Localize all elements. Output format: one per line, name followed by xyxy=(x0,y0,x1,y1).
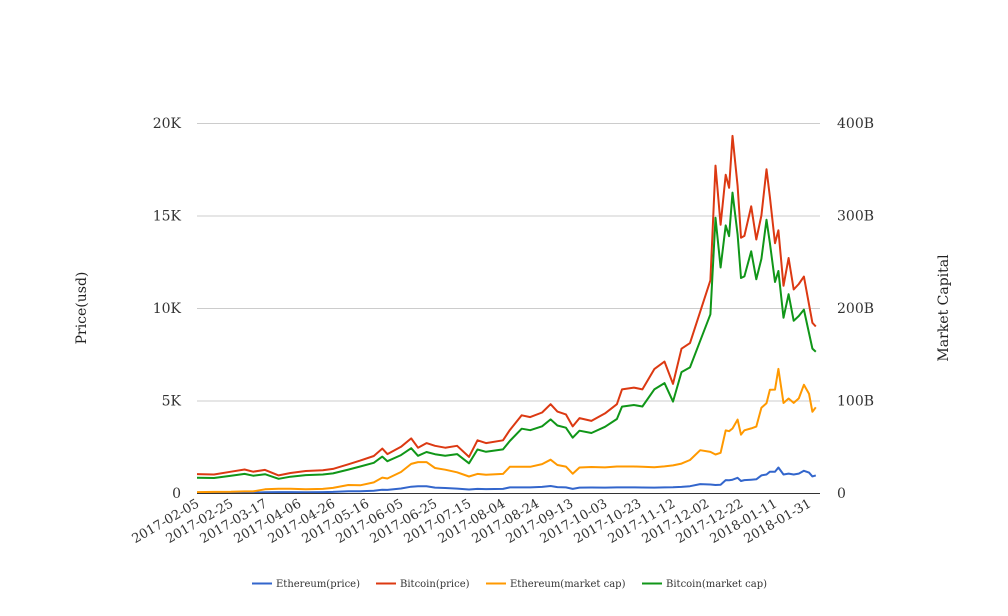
left-tick-label: 15K xyxy=(153,209,182,225)
series-line-bitcoin-price xyxy=(196,134,817,477)
legend-item: Ethereum(price) xyxy=(252,579,360,590)
left-tick-label: 0 xyxy=(172,486,181,502)
legend-label: Bitcoin(market cap) xyxy=(666,579,767,590)
legend-item: Bitcoin(market cap) xyxy=(642,579,767,590)
gridlines xyxy=(197,123,820,402)
right-tick-label: 200B xyxy=(837,301,874,317)
left-axis-ticks: 0 5K 10K 15K 20K xyxy=(153,116,182,502)
right-axis-title: Market Capital xyxy=(936,254,952,362)
x-axis-ticks: 2017-02-052017-02-252017-03-172017-04-06… xyxy=(130,496,814,546)
right-axis-ticks: 0 100B 200B 300B 400B xyxy=(837,116,874,502)
legend: Ethereum(price) Bitcoin(price) Ethereum(ma… xyxy=(252,579,767,590)
legend-item: Ethereum(market cap) xyxy=(486,579,626,590)
left-tick-label: 5K xyxy=(162,394,182,410)
left-tick-label: 20K xyxy=(153,116,182,132)
legend-label: Ethereum(market cap) xyxy=(510,579,626,590)
right-tick-label: 400B xyxy=(837,116,874,132)
series-line-bitcoin-market-cap xyxy=(196,191,817,480)
right-tick-label: 0 xyxy=(837,486,846,502)
left-axis-title: Price(usd) xyxy=(74,272,90,345)
right-tick-label: 300B xyxy=(837,209,874,225)
left-tick-label: 10K xyxy=(153,301,182,317)
series-lines xyxy=(196,134,817,494)
series-line-ethereum-market-cap xyxy=(196,367,817,494)
series-line-ethereum-price xyxy=(197,466,817,494)
legend-label: Ethereum(price) xyxy=(276,579,360,590)
right-tick-label: 100B xyxy=(837,394,874,410)
legend-label: Bitcoin(price) xyxy=(400,579,470,590)
legend-item: Bitcoin(price) xyxy=(376,579,470,590)
